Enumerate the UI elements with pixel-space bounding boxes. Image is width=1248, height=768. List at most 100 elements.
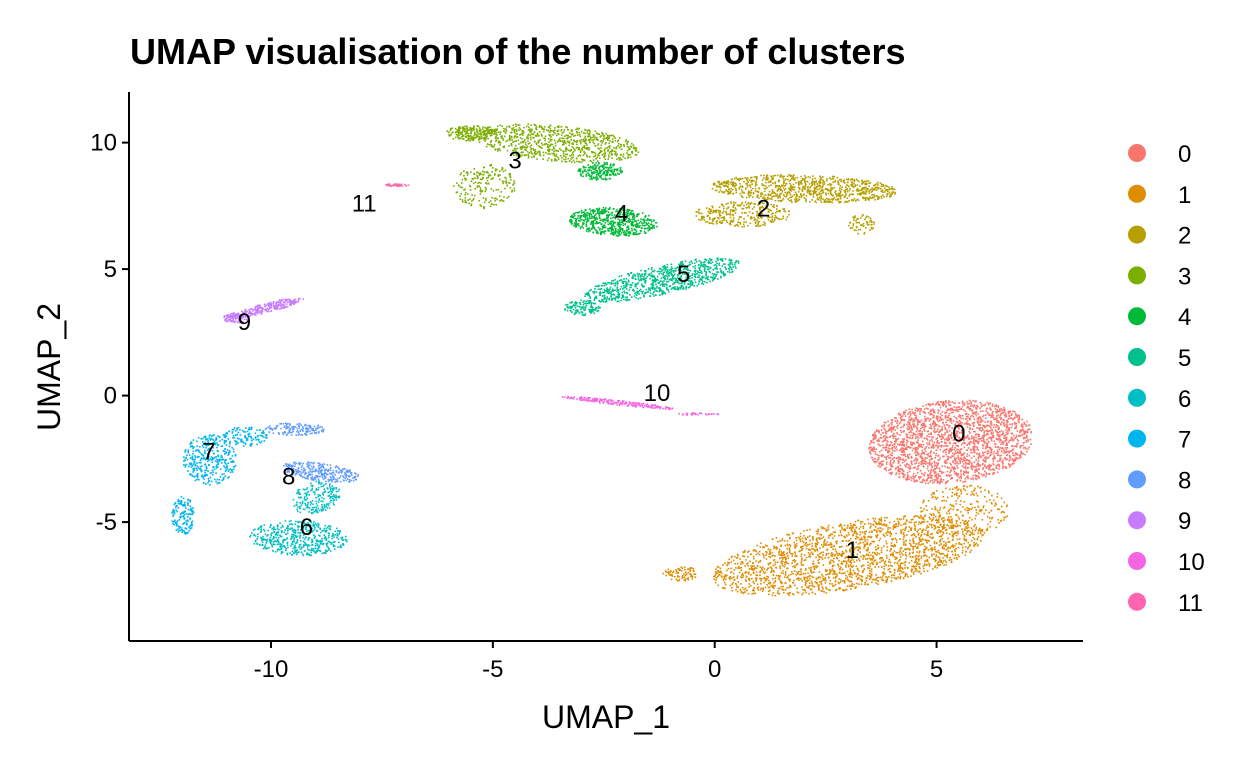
cluster-1-point: [789, 543, 791, 546]
cluster-1-point: [817, 554, 819, 556]
cluster-1-point: [857, 543, 860, 545]
cluster-1-point: [862, 564, 865, 567]
cluster-1-point: [939, 553, 942, 555]
cluster-0-point: [932, 482, 934, 484]
cluster-1-point: [930, 523, 933, 526]
cluster-1-point: [845, 574, 847, 577]
cluster-0-point: [1002, 459, 1004, 461]
cluster-1-point: [890, 548, 893, 550]
cluster-0-point: [910, 460, 912, 462]
cluster-0-point: [900, 429, 902, 432]
cluster-0-point: [973, 455, 975, 458]
cluster-1-point: [811, 591, 814, 594]
cluster-0-point: [893, 425, 896, 428]
cluster-1-point: [874, 526, 877, 528]
cluster-1-point: [770, 585, 772, 588]
cluster-0-point: [935, 454, 937, 457]
cluster-1-point: [764, 544, 767, 547]
cluster-2-point: [756, 196, 758, 198]
cluster-0-point: [960, 470, 962, 473]
cluster-1-point: [811, 542, 813, 545]
cluster-0-point: [994, 446, 997, 448]
cluster-1-point: [860, 583, 863, 585]
cluster-1-point: [926, 559, 929, 561]
cluster-0-point: [960, 454, 962, 457]
cluster-1-point: [808, 555, 810, 558]
cluster-1-points: [662, 484, 1009, 597]
cluster-1-point: [927, 500, 930, 502]
cluster-1-point: [799, 538, 802, 541]
cluster-2-point: [847, 179, 850, 181]
cluster-1-point: [840, 566, 842, 569]
cluster-1-point: [686, 577, 688, 580]
cluster-0-point: [968, 441, 971, 444]
cluster-1-point: [904, 567, 906, 569]
cluster-2-point: [765, 177, 768, 179]
cluster-0-point: [957, 463, 959, 465]
cluster-0-point: [997, 431, 1000, 434]
cluster-1-point: [809, 574, 811, 577]
cluster-0-point: [904, 447, 907, 449]
cluster-1-point: [894, 537, 897, 540]
cluster-0-point: [932, 469, 935, 471]
cluster-1-point: [943, 564, 945, 566]
cluster-1-point: [904, 561, 907, 563]
cluster-1-point: [877, 527, 879, 530]
cluster-1-point: [867, 567, 869, 569]
cluster-1-point: [951, 495, 953, 497]
cluster-1-point: [678, 576, 680, 578]
cluster-1-point: [812, 585, 814, 588]
cluster-1-point: [842, 529, 845, 531]
cluster-1-point: [864, 538, 866, 540]
cluster-1-point: [964, 489, 966, 492]
cluster-0-point: [930, 433, 933, 436]
cluster-0-point: [933, 471, 936, 473]
cluster-1-point: [859, 578, 862, 581]
cluster-1-point: [904, 548, 907, 550]
cluster-1-point: [861, 521, 864, 523]
cluster-0-point: [892, 449, 894, 452]
cluster-0-point: [903, 423, 905, 426]
cluster-0-point: [930, 409, 932, 411]
cluster-0-point: [917, 437, 920, 439]
cluster-1-point: [761, 569, 763, 571]
cluster-0-point: [933, 478, 936, 481]
cluster-0-point: [1012, 459, 1014, 462]
cluster-0-point: [1008, 427, 1010, 429]
cluster-1-point: [865, 543, 868, 545]
cluster-0-point: [965, 413, 968, 415]
cluster-1-point: [757, 589, 760, 591]
cluster-0-point: [940, 479, 942, 481]
cluster-1-point: [910, 527, 912, 530]
cluster-1-point: [909, 552, 911, 554]
cluster-1-point: [915, 521, 917, 523]
cluster-1-point: [766, 578, 769, 580]
cluster-0-point: [939, 468, 941, 470]
cluster-1-point: [755, 560, 757, 562]
cluster-0-point: [903, 424, 905, 426]
cluster-0-point: [914, 417, 916, 420]
cluster-1-point: [822, 536, 825, 538]
cluster-0-point: [918, 430, 920, 432]
cluster-1-point: [927, 549, 930, 551]
cluster-1-point: [755, 550, 757, 552]
cluster-0-point: [903, 451, 906, 454]
cluster-1-point: [868, 567, 870, 570]
cluster-0-point: [957, 456, 960, 459]
cluster-0-point: [977, 464, 979, 467]
cluster-0-point: [905, 448, 907, 451]
cluster-1-point: [810, 572, 813, 574]
cluster-0-point: [936, 416, 938, 418]
cluster-0-point: [923, 474, 926, 477]
cluster-1-point: [867, 554, 869, 556]
cluster-2-point: [845, 178, 848, 181]
cluster-1-point: [900, 552, 903, 555]
cluster-2-point: [746, 177, 748, 179]
cluster-2-point: [874, 186, 877, 189]
cluster-1-point: [831, 555, 833, 558]
cluster-1-point: [776, 547, 778, 549]
cluster-1-point: [876, 533, 879, 536]
cluster-1-point: [818, 576, 820, 578]
cluster-1-point: [735, 567, 737, 569]
cluster-1-point: [848, 533, 850, 536]
